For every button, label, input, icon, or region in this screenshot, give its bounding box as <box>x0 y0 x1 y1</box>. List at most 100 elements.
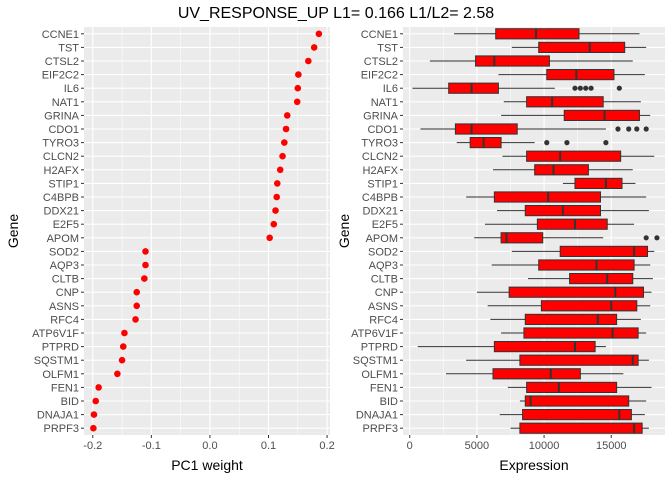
box-body <box>522 409 632 421</box>
outlier-point <box>615 126 621 132</box>
outlier-point <box>654 235 660 241</box>
point-cdo1 <box>282 125 290 133</box>
point-nat1 <box>293 98 301 106</box>
box-bid <box>519 395 647 407</box>
y-tick-label-apom: APOM <box>47 233 79 245</box>
x-tick-label--0-2: -0.2 <box>83 440 102 452</box>
box-ccne1 <box>454 28 640 40</box>
box-body <box>526 150 622 162</box>
point-eif2c2 <box>295 71 302 78</box>
point-fen1 <box>95 384 102 391</box>
right-boxes <box>412 28 660 434</box>
box-clcn2 <box>502 150 655 162</box>
box-sqstm1 <box>466 354 649 366</box>
y-tick-label-e2f5: E2F5 <box>372 219 398 231</box>
box-asns <box>487 300 651 312</box>
y-tick-label-ptprd: PTPRD <box>361 342 398 354</box>
point-dnaja1 <box>90 411 98 418</box>
y-tick-label-cltb: CLTB <box>52 274 79 286</box>
left-panel-background <box>84 27 330 435</box>
y-tick-label-clcn2: CLCN2 <box>362 151 398 163</box>
box-stip1 <box>562 177 636 190</box>
outlier-point <box>583 85 589 91</box>
box-dnaja1 <box>499 409 645 421</box>
outlier-point <box>603 140 609 146</box>
x-tick-label-15000: 15000 <box>596 440 627 452</box>
box-ptprd <box>417 341 606 353</box>
y-tick-label-fen1: FEN1 <box>51 382 79 394</box>
x-tick-label-0: 0 <box>407 440 413 452</box>
point-tyro3 <box>281 139 288 146</box>
point-aqp3 <box>142 261 149 269</box>
left-gridlines <box>84 27 330 435</box>
point-c4bpb <box>273 193 281 201</box>
y-tick-label-ctsl2: CTSL2 <box>364 56 398 68</box>
y-tick-label-tyro3: TYRO3 <box>361 138 398 150</box>
point-ptprd <box>119 343 127 350</box>
y-tick-label-bid: BID <box>380 396 398 408</box>
box-body <box>546 69 615 81</box>
right-y-axis-title: Gene <box>336 214 352 248</box>
point-sqstm1 <box>118 356 126 364</box>
y-tick-label-cnp: CNP <box>375 287 398 299</box>
point-cnp <box>133 288 141 296</box>
box-body <box>519 354 639 366</box>
y-tick-label-e2f5: E2F5 <box>53 219 79 231</box>
y-tick-label-stip1: STIP1 <box>48 178 79 190</box>
point-ctsl2 <box>305 57 312 65</box>
y-tick-label-rfc4: RFC4 <box>369 314 398 326</box>
box-body <box>536 218 608 230</box>
y-tick-label-tyro3: TYRO3 <box>42 138 79 150</box>
box-body <box>492 368 581 380</box>
y-tick-label-olfm1: OLFM1 <box>361 369 398 381</box>
box-body <box>526 96 604 108</box>
outlier-point <box>588 85 594 91</box>
box-body <box>524 313 618 325</box>
outlier-point <box>626 126 632 132</box>
y-tick-label-olfm1: OLFM1 <box>42 369 79 381</box>
point-apom <box>266 234 273 242</box>
box-grina <box>501 109 651 122</box>
box-olfm1 <box>445 368 624 380</box>
box-il6 <box>412 82 622 94</box>
point-h2afx <box>276 166 284 174</box>
box-body <box>475 55 550 67</box>
y-tick-label-cdo1: CDO1 <box>367 124 398 136</box>
y-tick-label-ccne1: CCNE1 <box>42 29 79 41</box>
left-x-tick-labels: -0.2 -0.1 0.0 0.1 0.2 <box>83 435 335 452</box>
box-body <box>493 341 596 353</box>
box-ctsl2 <box>429 55 633 67</box>
y-tick-label-sod2: SOD2 <box>49 246 79 258</box>
point-stip1 <box>273 180 281 187</box>
left-points <box>90 30 323 432</box>
y-tick-label-prpf3: PRPF3 <box>363 423 398 435</box>
box-tyro3 <box>456 137 609 149</box>
box-eif2c2 <box>498 69 645 81</box>
box-body <box>538 259 635 271</box>
y-tick-label-c4bpb: C4BPB <box>362 192 398 204</box>
y-tick-label-atp6v1f: ATP6V1F <box>351 328 398 340</box>
left-x-axis-title: PC1 weight <box>171 457 243 473</box>
y-tick-label-il6: IL6 <box>383 83 398 95</box>
outlier-point <box>577 85 583 91</box>
point-ccne1 <box>315 30 323 38</box>
box-body <box>508 286 645 298</box>
right-x-tick-labels: 0 5000 10000 15000 <box>407 435 627 452</box>
box-cnp <box>476 286 652 298</box>
y-tick-label-atp6v1f: ATP6V1F <box>32 328 79 340</box>
box-nat1 <box>503 96 641 108</box>
point-e2f5 <box>270 220 278 228</box>
box-ddx21 <box>497 205 649 217</box>
box-sod2 <box>511 245 655 258</box>
y-tick-label-tst: TST <box>58 42 79 54</box>
box-cltb <box>527 273 653 285</box>
box-e2f5 <box>484 218 635 230</box>
point-tst <box>310 44 318 51</box>
outlier-point <box>634 126 640 132</box>
y-tick-label-ctsl2: CTSL2 <box>45 56 79 68</box>
point-asns <box>133 302 141 310</box>
